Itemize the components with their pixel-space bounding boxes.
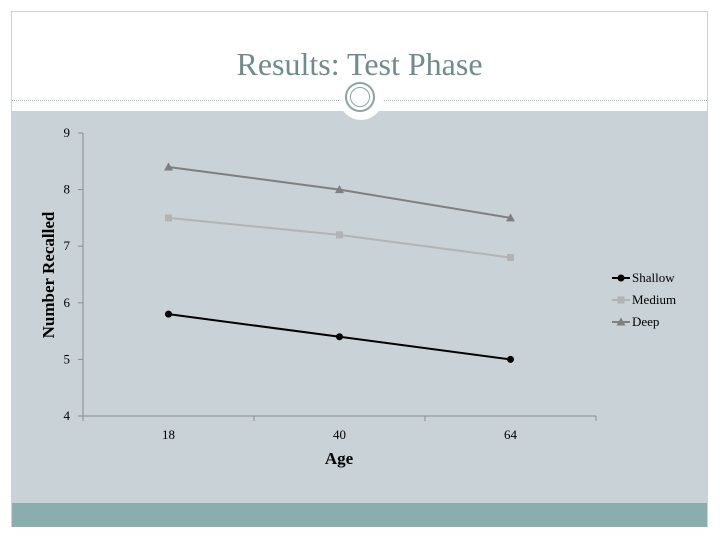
y-tick-label: 8 bbox=[64, 182, 71, 197]
series-deep bbox=[164, 162, 515, 222]
legend-item-deep: Deep bbox=[612, 314, 659, 329]
data-point bbox=[506, 213, 515, 222]
ring-icon bbox=[345, 82, 375, 112]
x-tick-label: 18 bbox=[162, 427, 175, 442]
data-point bbox=[165, 310, 172, 318]
legend-marker bbox=[617, 296, 625, 304]
chart-series bbox=[164, 162, 515, 363]
data-point bbox=[164, 162, 173, 171]
legend-marker bbox=[617, 274, 625, 282]
slide-title: Results: Test Phase bbox=[236, 46, 483, 82]
data-point bbox=[507, 355, 514, 363]
data-point bbox=[507, 254, 514, 262]
y-axis-label: Number Recalled bbox=[39, 211, 58, 338]
x-tick-label: 64 bbox=[504, 427, 518, 442]
y-tick-label: 7 bbox=[64, 238, 71, 253]
circle-ornament-icon bbox=[339, 76, 383, 120]
series-medium bbox=[165, 214, 514, 262]
data-point bbox=[165, 214, 172, 222]
legend-item-medium: Medium bbox=[612, 292, 676, 307]
x-axis-label: Age bbox=[325, 449, 354, 468]
data-point bbox=[336, 231, 343, 239]
legend-label: Shallow bbox=[632, 270, 675, 285]
legend-item-shallow: Shallow bbox=[612, 270, 675, 285]
y-tick-label: 9 bbox=[64, 125, 71, 140]
legend-marker bbox=[616, 317, 626, 326]
y-tick-label: 5 bbox=[64, 351, 71, 366]
data-point bbox=[336, 333, 343, 341]
series-shallow bbox=[165, 310, 514, 363]
legend-label: Medium bbox=[632, 292, 676, 307]
content-panel bbox=[12, 111, 707, 503]
data-point bbox=[335, 185, 344, 194]
chart-legend: Shallow Medium Deep bbox=[612, 270, 676, 329]
chart-axes: 4 5 6 7 8 9 18 40 64 bbox=[64, 125, 597, 442]
footer-bar bbox=[12, 503, 707, 527]
y-tick-label: 6 bbox=[64, 295, 71, 310]
x-tick-label: 40 bbox=[333, 427, 346, 442]
legend-label: Deep bbox=[632, 314, 659, 329]
y-tick-label: 4 bbox=[64, 408, 71, 423]
